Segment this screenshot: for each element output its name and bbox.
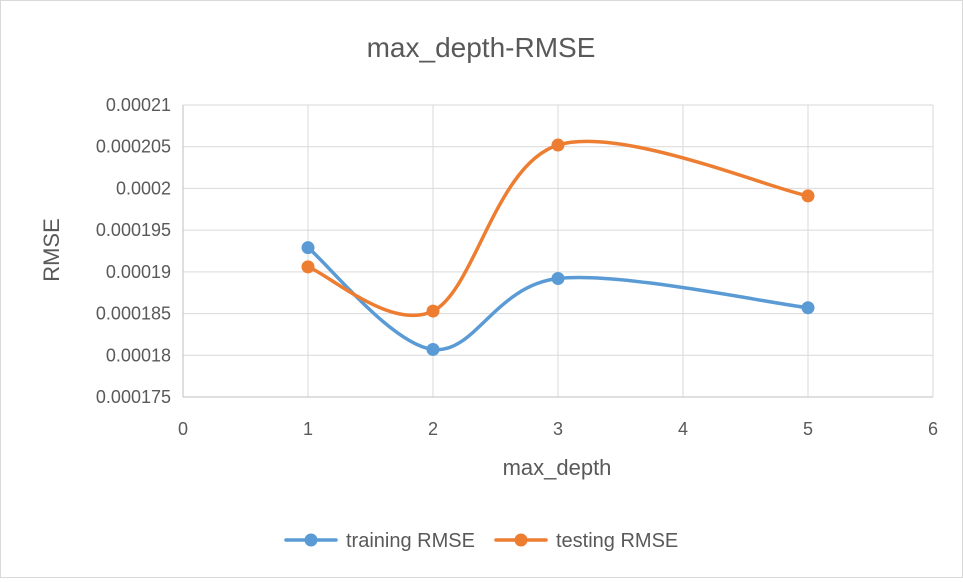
data-point <box>426 304 440 318</box>
legend-label: testing RMSE <box>556 530 678 552</box>
y-tick-label: 0.000175 <box>96 387 171 407</box>
y-axis-label: RMSE <box>39 218 64 282</box>
y-tick-label: 0.000185 <box>96 304 171 324</box>
data-point <box>551 272 565 286</box>
x-tick-label: 0 <box>178 419 188 439</box>
series-testing-rmse <box>301 138 815 318</box>
y-tick-label: 0.000205 <box>96 137 171 157</box>
x-tick-label: 3 <box>553 419 563 439</box>
y-tick-label: 0.000195 <box>96 220 171 240</box>
x-tick-label: 5 <box>803 419 813 439</box>
x-tick-label: 2 <box>428 419 438 439</box>
legend-item: testing RMSE <box>494 530 678 552</box>
series-line <box>306 139 810 318</box>
series-layer <box>301 138 815 356</box>
tick-labels: 0.000175 0.00018 0.000185 0.00019 0.000195 0.… <box>96 95 938 439</box>
axes <box>182 105 933 398</box>
legend: training RMSE testing RMSE <box>284 530 678 552</box>
x-axis-label: max_depth <box>503 455 612 480</box>
y-tick-label: 0.00019 <box>106 262 171 282</box>
data-point <box>426 342 440 356</box>
y-tick-label: 0.0002 <box>116 178 171 198</box>
legend-item: training RMSE <box>284 530 475 552</box>
data-point <box>301 260 315 274</box>
series-line <box>306 245 810 352</box>
chart-title: max_depth-RMSE <box>367 32 596 63</box>
legend-marker <box>304 533 318 547</box>
x-tick-label: 4 <box>678 419 688 439</box>
y-tick-label: 0.00021 <box>106 95 171 115</box>
data-point <box>301 241 315 255</box>
legend-marker <box>514 533 528 547</box>
x-tick-label: 6 <box>928 419 938 439</box>
data-point <box>551 138 565 152</box>
series-training-rmse <box>301 241 815 356</box>
grid-lines <box>183 104 934 398</box>
data-point <box>801 189 815 203</box>
x-tick-label: 1 <box>303 419 313 439</box>
legend-label: training RMSE <box>346 530 475 552</box>
y-tick-label: 0.00018 <box>106 345 171 365</box>
data-point <box>801 301 815 315</box>
